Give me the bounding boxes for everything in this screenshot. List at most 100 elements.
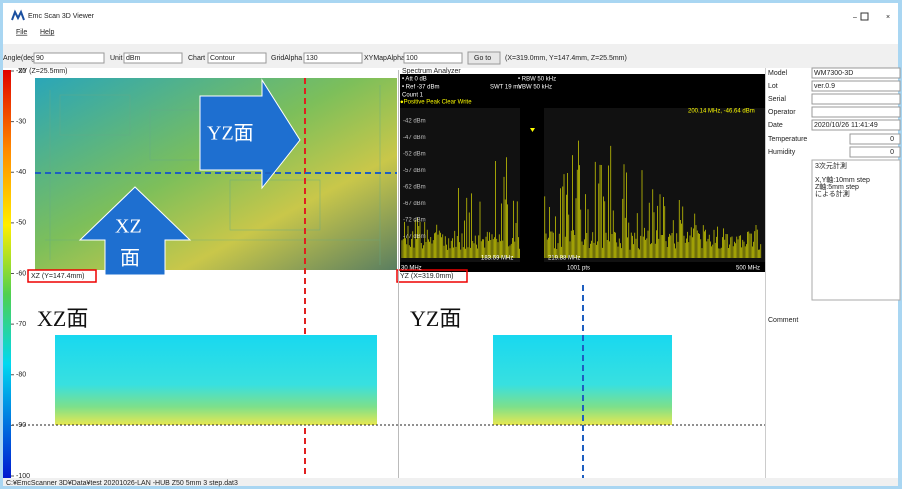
spectrum-level: -47 dBm [403, 135, 426, 141]
toolbar-value: 130 [306, 55, 318, 62]
info-value: 0 [890, 149, 894, 156]
close[interactable]: × [886, 14, 890, 21]
toolbar-value: Contour [210, 55, 236, 62]
spectrum-title: Spectrum Analyzer [402, 68, 461, 75]
info-field[interactable] [811, 67, 901, 79]
goto-label: Go to [474, 55, 491, 62]
pcb-traces [45, 85, 381, 265]
spectrum-marker-readout: 200.14 MHz, -46.64 dBm [688, 109, 755, 115]
minimize[interactable]: – [853, 14, 857, 21]
arrow-label: YZ面 [207, 123, 254, 145]
color-tick-label: -70 [16, 321, 26, 328]
info-label: Temperature [768, 136, 807, 143]
info-label: Humidity [768, 149, 796, 156]
toolbar-label: Angle(deg) [3, 55, 37, 62]
comment-line: による計測 [815, 189, 850, 198]
toolbar-field[interactable] [123, 52, 183, 64]
start-freq: 30 MHz [401, 266, 422, 272]
yz-label-box [396, 269, 468, 283]
comment-line: 3次元計測 [815, 161, 847, 170]
toolbar-field[interactable] [207, 52, 267, 64]
xz-label: XZ (Y=147.4mm) [31, 273, 85, 280]
marker-band [520, 108, 544, 262]
comment-box[interactable] [811, 159, 901, 301]
toolbar-label: GridAlpha [271, 55, 302, 62]
stop-freq: 500 MHz [736, 266, 760, 272]
toolbar-label: Chart [188, 55, 205, 62]
spectrum-level: -57 dBm [403, 168, 426, 174]
toolbar-field[interactable] [33, 52, 105, 64]
color-tick-label: -100 [16, 473, 30, 480]
info-field[interactable] [849, 146, 901, 158]
window-title: Emc Scan 3D Viewer [28, 13, 95, 20]
status-bar [3, 478, 898, 486]
info-field[interactable] [811, 119, 901, 131]
toolbar-value: dBm [126, 55, 141, 62]
info-field[interactable] [811, 80, 901, 92]
info-label: Operator [768, 109, 796, 116]
app-icon [11, 9, 25, 21]
color-tick-label: -80 [16, 372, 26, 379]
toolbar-field[interactable] [403, 52, 463, 64]
info-field[interactable] [849, 133, 901, 145]
spectrum-level: -52 dBm [403, 152, 426, 158]
xy-label: XY (Z=25.5mm) [18, 68, 67, 75]
info-label: Serial [768, 96, 786, 103]
xz-label-box [27, 269, 97, 283]
info-field[interactable] [811, 106, 901, 118]
maximize[interactable] [860, 12, 869, 21]
marker [530, 128, 535, 132]
menu-item: File [16, 29, 27, 36]
color-tick-label: -30 [16, 118, 26, 125]
info-value: 2020/10/26 11:41:49 [814, 122, 878, 129]
menu-item: Help [40, 29, 55, 36]
yz-arrow [199, 78, 301, 190]
info-label: Lot [768, 83, 778, 90]
spectrum-level: -62 dBm [403, 185, 426, 191]
spectrum-trace-mode: ●Positive Peak Clear Write [400, 100, 472, 106]
comment-label: Comment [768, 317, 798, 324]
spectrum-setting: VBW 50 kHz [518, 85, 552, 91]
info-label: Date [768, 122, 783, 129]
toolbar-field[interactable] [303, 52, 363, 64]
spectrum-level: -77 dBm [403, 234, 426, 240]
info-value: WM7300-3D [814, 70, 853, 77]
toolbar-label: XYMapAlpha [364, 55, 405, 62]
toolbar-value: 90 [36, 55, 44, 62]
spectrum-setting: SWT 19 ms [490, 85, 521, 91]
spectrum-setting: • Ref -37 dBm [402, 85, 439, 91]
marker-freq: 183.69 MHz [481, 256, 513, 262]
toolbar-value: 100 [406, 55, 418, 62]
toolbar-label: (X=319.0mm, Y=147.4mm, Z=25.5mm) [505, 55, 627, 62]
comment-line: Z軸:5mm step [815, 182, 859, 191]
arrow-label: 面 [120, 248, 140, 270]
spectrum-setting: • RBW 50 kHz [518, 77, 556, 83]
yz-label: YZ (X=319.0mm) [400, 273, 454, 280]
yz-title: YZ面 [410, 306, 461, 331]
toolbar-label: Unit [110, 55, 123, 62]
goto-button[interactable] [467, 51, 501, 65]
color-tick-label: -50 [16, 220, 26, 227]
color-tick-label: -60 [16, 270, 26, 277]
spectrum-level: -72 dBm [403, 218, 426, 224]
status-text: C:¥EmcScanner 3D¥Data¥test 20201026-LAN … [6, 480, 238, 487]
arrow-label: XZ [115, 216, 142, 238]
comment-line: X,Y軸:10mm step [815, 175, 870, 184]
marker-freq: 219.88 MHz [548, 256, 580, 262]
xz-contour [55, 335, 377, 425]
xz-title: XZ面 [37, 306, 88, 331]
color-tick-label: -90 [16, 422, 26, 429]
color-tick-label: -40 [16, 169, 26, 176]
info-label: Model [768, 70, 788, 77]
points: 1001 pts [567, 266, 590, 272]
spectrum-level: -67 dBm [403, 201, 426, 207]
spectrum-level: -42 dBm [403, 119, 426, 125]
info-field[interactable] [811, 93, 901, 105]
color-tick-label: -20 [16, 68, 26, 75]
info-value: 0 [890, 136, 894, 143]
xz-arrow [78, 186, 192, 276]
spectrum-setting: Count 1 [402, 93, 424, 99]
color-bar [3, 70, 11, 478]
